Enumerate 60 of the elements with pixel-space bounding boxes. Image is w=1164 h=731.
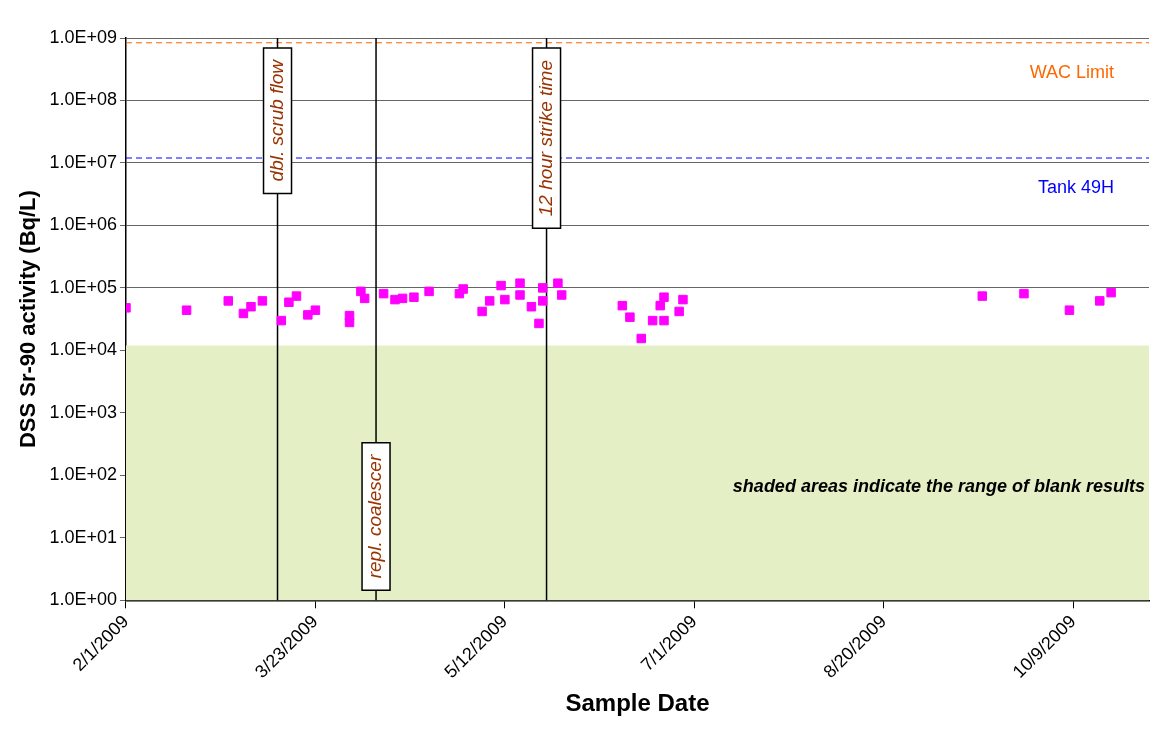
point [526, 301, 537, 312]
point [553, 278, 563, 288]
point [678, 294, 688, 305]
point [458, 284, 468, 294]
point [659, 315, 669, 326]
point [1064, 305, 1075, 315]
point [636, 333, 647, 344]
point [344, 317, 355, 328]
point [674, 306, 684, 317]
point [424, 286, 434, 297]
point [303, 310, 313, 320]
y-tick-label: 1.0E+02 [49, 464, 117, 485]
point [496, 280, 506, 291]
point [625, 312, 635, 322]
y-tick-label: 1.0E+08 [49, 89, 117, 110]
point [1095, 296, 1105, 306]
point [515, 290, 525, 300]
point [378, 288, 389, 299]
point [181, 305, 192, 315]
point [538, 296, 548, 306]
point [276, 315, 287, 326]
x-axis-title: Sample Date [565, 689, 710, 717]
y-tick-label: 1.0E+04 [49, 339, 117, 360]
ref-line-label: 12 hour strike time [534, 59, 556, 217]
point [659, 292, 669, 302]
ref-line-label: repl. coalescer [364, 454, 386, 579]
point [409, 292, 419, 302]
point [1019, 288, 1029, 299]
ref-line-label: WAC Limit [1029, 61, 1114, 82]
point [500, 294, 510, 305]
point [223, 296, 234, 306]
point [655, 300, 665, 311]
point [484, 296, 495, 306]
ref-line-label: Tank 49H [1037, 176, 1114, 197]
point [556, 290, 567, 300]
y-axis-title: DSS Sr-90 activity (Bq/L) [15, 190, 41, 449]
point [977, 291, 988, 301]
point [310, 305, 321, 315]
point [284, 297, 294, 307]
y-tick-label: 1.0E+06 [49, 214, 117, 235]
band-label: shaded areas indicate the range of blank results [732, 475, 1145, 496]
point [257, 296, 268, 306]
point [534, 318, 544, 329]
point [538, 283, 548, 293]
point [647, 315, 658, 326]
point [291, 291, 302, 301]
y-tick-label: 1.0E+09 [49, 26, 117, 47]
point [1106, 287, 1116, 298]
y-tick-label: 1.0E+05 [49, 276, 117, 297]
point [477, 306, 487, 317]
y-tick-label: 1.0E+07 [49, 151, 117, 172]
ref-line-label: dbl. scrub flow [265, 58, 287, 182]
point [359, 293, 370, 304]
point [515, 278, 525, 288]
y-tick-label: 1.0E+00 [49, 589, 117, 610]
y-tick-label: 1.0E+03 [49, 401, 117, 422]
y-tick-label: 1.0E+01 [49, 526, 117, 547]
point [246, 301, 256, 312]
point [397, 293, 408, 304]
point [617, 300, 628, 311]
